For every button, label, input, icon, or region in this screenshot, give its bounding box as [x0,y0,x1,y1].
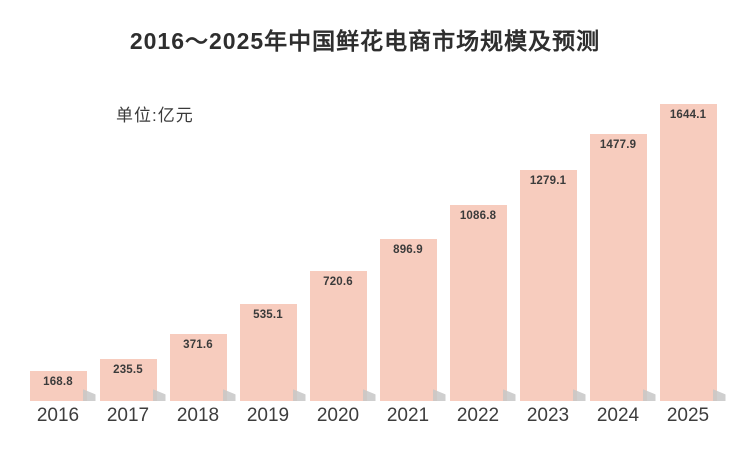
bar-value-label: 235.5 [113,363,143,376]
bar-shadow [432,389,446,401]
bar-column: 1644.1 2025 [656,104,726,427]
x-axis-tick-label: 2016 [36,405,80,426]
bar-column: 1279.1 2023 [516,169,586,427]
x-axis-tick-label: 2017 [106,405,150,426]
bar-column: 896.9 2021 [376,239,446,427]
bar-value-label: 896.9 [393,244,423,256]
bar-column: 720.6 2020 [306,270,376,427]
bar-shadow [82,389,96,401]
bar-value-label: 168.8 [43,375,73,388]
x-axis-tick-label: 2019 [246,405,290,426]
bar-value-label: 1644.1 [669,109,707,121]
x-axis-tick-label: 2018 [176,405,220,426]
chart-title: 2016～2025年中国鲜花电商市场规模及预测 [129,28,601,54]
bar-shadow [642,389,656,401]
bar-value-label: 720.6 [323,275,353,288]
bar-value-label: 1279.1 [529,174,567,187]
x-axis-tick-label: 2020 [316,405,360,426]
bar: 235.5 [99,358,166,401]
x-axis-tick-label: 2023 [526,405,570,426]
x-axis-tick-label: 2021 [386,405,430,426]
bar-column: 371.6 2018 [166,333,236,427]
bar-value-label: 535.1 [253,309,283,322]
bar-column: 235.5 2017 [96,358,166,428]
bar-shadow [502,389,516,401]
bar-value-label: 1086.8 [459,209,497,222]
bar-column: 168.8 2016 [26,370,96,428]
bar-shadow [222,389,236,401]
bar-shadow [712,389,726,401]
bar: 896.9 [379,239,446,401]
bar: 168.8 [29,370,96,401]
bar: 1477.9 [589,134,656,401]
unit-label: 单位:亿元 [116,106,194,125]
bar-shadow [292,389,306,401]
bar: 1644.1 [659,104,726,401]
x-axis-tick-label: 2022 [456,405,500,426]
bar-column: 535.1 2019 [236,304,306,427]
bar: 720.6 [309,270,376,401]
x-axis-tick-label: 2025 [666,405,710,426]
bar-column: 1477.9 2024 [586,134,656,427]
bar-value-label: 1477.9 [599,139,637,151]
x-axis-tick-label: 2024 [596,405,640,426]
bars-row: 168.8 2016 235.5 2017 371.6 2018 535.1 2… [26,104,726,428]
bar-shadow [572,389,586,401]
bar-shadow [362,389,376,401]
bar: 535.1 [239,304,306,401]
bar-value-label: 371.6 [183,338,213,351]
bar: 371.6 [169,333,236,401]
bar-shadow [152,389,166,401]
bar: 1279.1 [519,169,586,401]
bar-column: 1086.8 2022 [446,204,516,427]
bar: 1086.8 [449,204,516,401]
